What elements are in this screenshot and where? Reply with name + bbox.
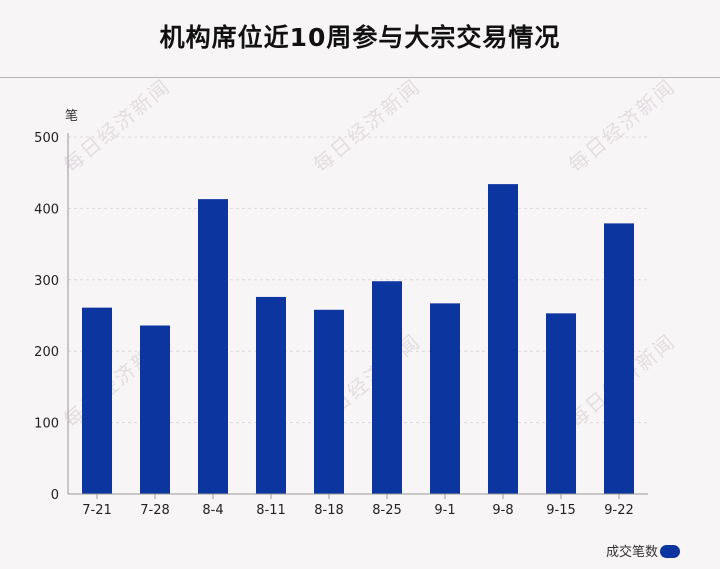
- y-tick-label: 400: [34, 202, 59, 217]
- x-tick-label: 9-15: [546, 503, 576, 518]
- title-divider: [0, 77, 720, 78]
- bar-9-1: [430, 303, 460, 494]
- bar-8-4: [198, 199, 228, 495]
- x-tick-label: 9-8: [492, 503, 513, 518]
- chart-title: 机构席位近10周参与大宗交易情况: [159, 23, 561, 52]
- x-tick-label: 9-1: [434, 503, 455, 518]
- bar-9-22: [604, 223, 634, 495]
- bar-8-11: [256, 296, 286, 494]
- x-tick-label: 9-22: [604, 503, 634, 518]
- y-tick-label: 300: [34, 274, 59, 289]
- y-axis-unit-label: 笔: [65, 108, 78, 124]
- bar-7-28: [140, 325, 170, 494]
- x-tick-label: 8-18: [314, 503, 344, 518]
- x-tick-label: 8-25: [372, 503, 402, 518]
- x-tick-label: 8-11: [256, 503, 286, 518]
- bar-8-18: [314, 309, 344, 494]
- x-tick-label: 7-21: [82, 503, 112, 518]
- legend-label: 成交笔数: [605, 545, 658, 560]
- y-tick-label: 0: [51, 488, 59, 503]
- y-tick-label: 200: [34, 345, 59, 360]
- bar-9-15: [546, 313, 576, 494]
- y-tick-label: 100: [34, 417, 59, 432]
- bar-8-25: [372, 281, 402, 494]
- bar-7-21: [82, 307, 112, 494]
- legend-swatch: [660, 545, 680, 558]
- x-tick-label: 7-28: [140, 503, 170, 518]
- y-tick-label: 500: [34, 131, 59, 146]
- x-tick-label: 8-4: [202, 503, 223, 518]
- bar-9-8: [488, 184, 518, 494]
